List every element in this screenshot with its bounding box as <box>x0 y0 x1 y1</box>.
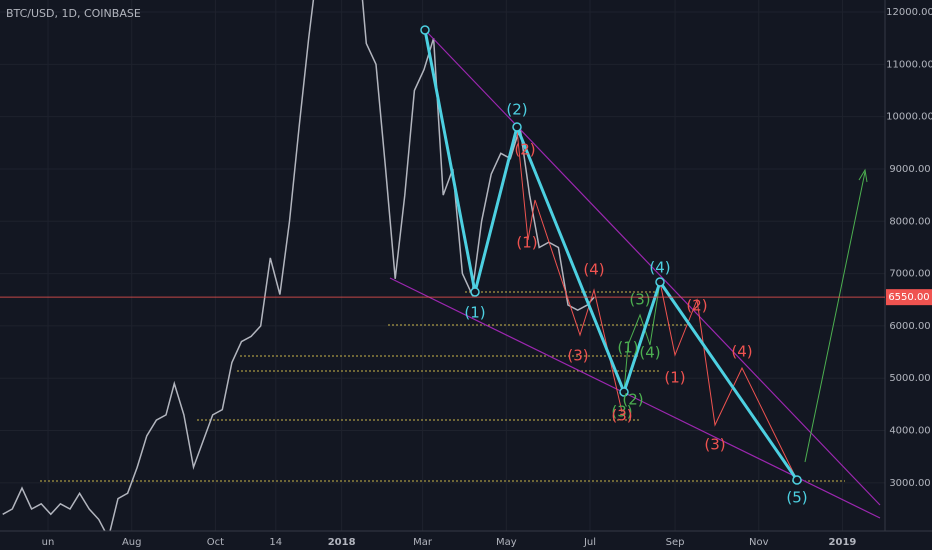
y-tick-label: 10000.00 <box>886 112 932 123</box>
wave-label: (2) <box>686 297 707 315</box>
drawings <box>389 25 881 519</box>
price-line <box>2 0 595 531</box>
chart-title: BTC/USD, 1D, COINBASE <box>6 7 141 20</box>
annotations: (2)(1)(4)(5)(3)(1) (4)(2)(3)(2)(1)(4)(3)(… <box>464 101 807 507</box>
x-tick-label: Oct <box>207 537 224 548</box>
last-price-label: 6550.00 <box>888 292 929 303</box>
y-tick-label: 6000.00 <box>889 321 930 332</box>
wave-label: (1) <box>664 369 685 387</box>
wave-label: (1) <box>516 234 537 252</box>
wave-point <box>655 277 665 287</box>
y-tick-label: 5000.00 <box>889 373 930 384</box>
wave-label: (3) <box>567 347 588 365</box>
wave-point <box>470 287 480 297</box>
wave-label: (3) <box>611 403 632 421</box>
x-tick-label: Mar <box>413 537 433 548</box>
arrow <box>804 171 866 463</box>
x-tick-label: un <box>42 537 55 548</box>
wave-label: (3) <box>704 436 725 454</box>
arrow-head <box>858 168 868 183</box>
wave-label: (1) <box>617 339 638 357</box>
x-tick-label: May <box>496 537 517 548</box>
wave-point <box>420 25 430 35</box>
x-tick-label: Nov <box>749 537 769 548</box>
wave-label: (4) <box>583 261 604 279</box>
grid <box>0 0 885 531</box>
price-layer <box>2 0 595 531</box>
x-tick-label: 2019 <box>829 537 857 548</box>
x-tick-label: Aug <box>122 537 142 548</box>
x-tick-label: 2018 <box>328 537 356 548</box>
x-tick-label: Sep <box>666 537 685 548</box>
wave-point <box>792 475 802 485</box>
y-tick-label: 3000.00 <box>889 478 930 489</box>
x-tick-label: 14 <box>269 537 282 548</box>
wave-label: (2) <box>622 391 643 409</box>
y-tick-label: 4000.00 <box>889 426 930 437</box>
red-wave <box>659 281 798 481</box>
y-tick-label: 11000.00 <box>886 59 932 70</box>
y-tick-label: 8000.00 <box>889 216 930 227</box>
wave-label: (4) <box>731 343 752 361</box>
wave-label: (5) <box>786 489 807 507</box>
wave-point <box>512 122 522 132</box>
wave-label: (3) <box>611 407 632 425</box>
wave-point <box>619 387 629 397</box>
main-wave <box>423 29 799 481</box>
last-price-box <box>886 289 932 306</box>
y-tick-label: 12000.00 <box>886 7 932 18</box>
wave-label: (1) <box>464 304 485 322</box>
x-tick-label: Jul <box>583 537 596 548</box>
wave-label: (4) <box>639 344 660 362</box>
wave-label: (2) <box>514 141 535 159</box>
wave-label: (4) <box>649 259 670 277</box>
channel-line <box>424 29 881 506</box>
levels <box>40 291 845 482</box>
y-tick-label: 7000.00 <box>889 269 930 280</box>
wave-label: (2) <box>506 101 527 119</box>
wave-label: (3) <box>629 291 650 309</box>
green-wave <box>623 281 661 393</box>
red-wave <box>516 129 623 413</box>
y-tick-label: 9000.00 <box>889 164 930 175</box>
